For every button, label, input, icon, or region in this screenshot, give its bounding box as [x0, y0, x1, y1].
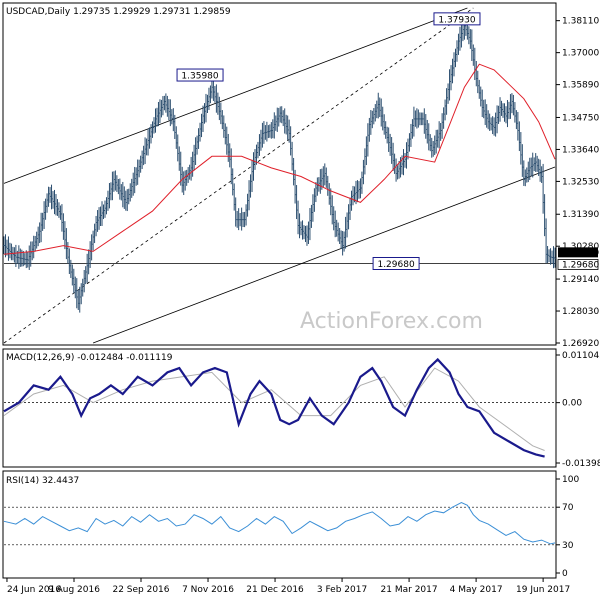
watermark: ActionForex.com [300, 309, 483, 334]
date-axis-label: 7 Nov 2016 [182, 585, 234, 595]
last-price-tag [558, 247, 598, 258]
price-axis-label: 1.34750 [562, 113, 599, 123]
macd-axis: 0.011043 0.00 -0.013988 [556, 351, 600, 469]
price-axis: 1.38110 1.37000 1.35890 1.34750 1.33640 1.325… [556, 17, 599, 349]
price-axis-label: 1.30280 [562, 242, 599, 252]
rsi-series-group [3, 501, 556, 546]
price-axis-label: 1.29140 [562, 275, 599, 285]
rsi-axis-label: 30 [562, 541, 574, 551]
rsi-panel [2, 470, 557, 579]
date-axis-label: 9 Aug 2016 [48, 585, 100, 595]
macd-axis-label: 0.00 [562, 399, 582, 409]
last-price-label: 1.29859 [562, 248, 599, 258]
macd-line [3, 357, 545, 458]
moving-average-line [3, 63, 556, 255]
date-axis-label: 22 Sep 2016 [112, 585, 169, 595]
support-tag-label: 1.29680 [562, 260, 599, 270]
price-axis-label: 1.38110 [562, 17, 599, 27]
price-axis-label: 1.33640 [562, 145, 599, 155]
rsi-axis-label: 100 [562, 475, 579, 485]
rsi-axis-label: 0 [562, 569, 568, 579]
macd-series-group [3, 357, 555, 458]
channel-upper-line [3, 7, 468, 184]
date-axis-label: 3 Feb 2017 [317, 585, 367, 595]
price-annotation-box [433, 12, 481, 26]
rsi-line [3, 501, 556, 545]
rsi-axis: 100 70 30 0 [556, 475, 579, 579]
price-axis-label: 1.28030 [562, 307, 599, 317]
price-annotation-box [176, 68, 224, 82]
price-annotation-label: 1.29680 [377, 260, 414, 270]
price-axis-label: 1.32530 [562, 177, 599, 187]
support-tag [557, 259, 599, 270]
price-axis-label: 1.35890 [562, 81, 599, 91]
rsi-title: RSI(14) 32.4437 [6, 476, 79, 486]
price-series-group [3, 7, 556, 344]
price-annotation-label: 1.37930 [438, 15, 475, 25]
price-panel [2, 2, 557, 346]
macd-axis-label: 0.011043 [562, 351, 600, 361]
date-axis-label: 24 Jun 2016 [7, 585, 61, 595]
rsi-axis-label: 70 [562, 503, 574, 513]
date-axis-label: 21 Mar 2017 [381, 585, 438, 595]
price-annotation-box [372, 256, 420, 270]
channel-lower-line [92, 166, 556, 344]
price-axis-label: 1.31390 [562, 210, 599, 220]
price-axis-label: 1.26920 [562, 339, 599, 349]
annotations-group: 1.35980 1.37930 1.29680 [176, 12, 481, 270]
macd-title: MACD(12,26,9) -0.012484 -0.011119 [6, 353, 173, 363]
date-axis-label: 21 Dec 2016 [246, 585, 304, 595]
macd-axis-label: -0.013988 [562, 459, 600, 469]
date-axis-label: 19 Jun 2017 [516, 585, 570, 595]
macd-panel [2, 348, 557, 468]
date-axis-label: 4 May 2017 [450, 585, 503, 595]
price-annotation-label: 1.35980 [181, 72, 218, 82]
symbol-header: USDCAD,Daily 1.29735 1.29929 1.29731 1.2… [6, 7, 231, 17]
price-axis-label: 1.37000 [562, 49, 599, 59]
